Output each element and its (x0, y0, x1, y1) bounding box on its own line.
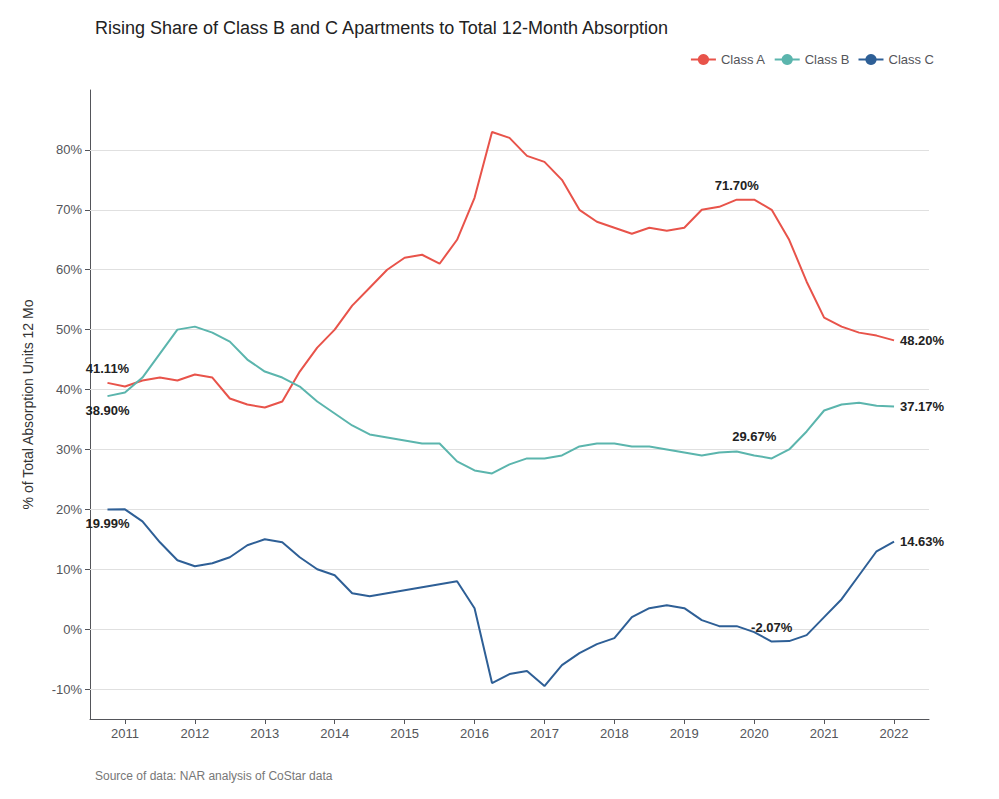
svg-text:50%: 50% (56, 322, 82, 337)
svg-text:-10%: -10% (52, 682, 83, 697)
svg-text:Class C: Class C (888, 52, 934, 67)
svg-text:20%: 20% (56, 502, 82, 517)
svg-text:2015: 2015 (390, 726, 419, 741)
svg-text:2013: 2013 (250, 726, 279, 741)
svg-text:2021: 2021 (810, 726, 839, 741)
svg-text:38.90%: 38.90% (85, 403, 130, 418)
svg-text:70%: 70% (56, 202, 82, 217)
svg-text:2018: 2018 (600, 726, 629, 741)
svg-text:-2.07%: -2.07% (751, 620, 793, 635)
svg-text:2011: 2011 (111, 726, 139, 741)
svg-text:19.99%: 19.99% (85, 516, 130, 531)
svg-text:Class B: Class B (805, 52, 850, 67)
svg-text:60%: 60% (56, 262, 82, 277)
svg-text:Rising Share of Class B and C: Rising Share of Class B and C Apartments… (95, 18, 668, 38)
svg-text:48.20%: 48.20% (900, 333, 945, 348)
svg-text:2017: 2017 (530, 726, 559, 741)
svg-text:2019: 2019 (670, 726, 699, 741)
svg-text:30%: 30% (56, 442, 82, 457)
svg-text:2014: 2014 (320, 726, 349, 741)
svg-text:2016: 2016 (460, 726, 489, 741)
svg-text:80%: 80% (56, 142, 82, 157)
svg-text:0%: 0% (63, 622, 82, 637)
svg-text:71.70%: 71.70% (715, 178, 760, 193)
svg-text:14.63%: 14.63% (900, 534, 945, 549)
svg-text:40%: 40% (56, 382, 82, 397)
svg-text:29.67%: 29.67% (732, 429, 777, 444)
svg-text:% of Total Absorption Units 12: % of Total Absorption Units 12 Mo (20, 299, 36, 509)
svg-text:10%: 10% (56, 562, 82, 577)
svg-text:Class A: Class A (721, 52, 765, 67)
svg-text:Source of data: NAR analysis o: Source of data: NAR analysis of CoStar d… (95, 769, 333, 783)
svg-text:2012: 2012 (180, 726, 209, 741)
svg-text:37.17%: 37.17% (900, 399, 945, 414)
svg-text:2020: 2020 (740, 726, 769, 741)
svg-text:2022: 2022 (880, 726, 909, 741)
svg-text:41.11%: 41.11% (86, 361, 130, 376)
